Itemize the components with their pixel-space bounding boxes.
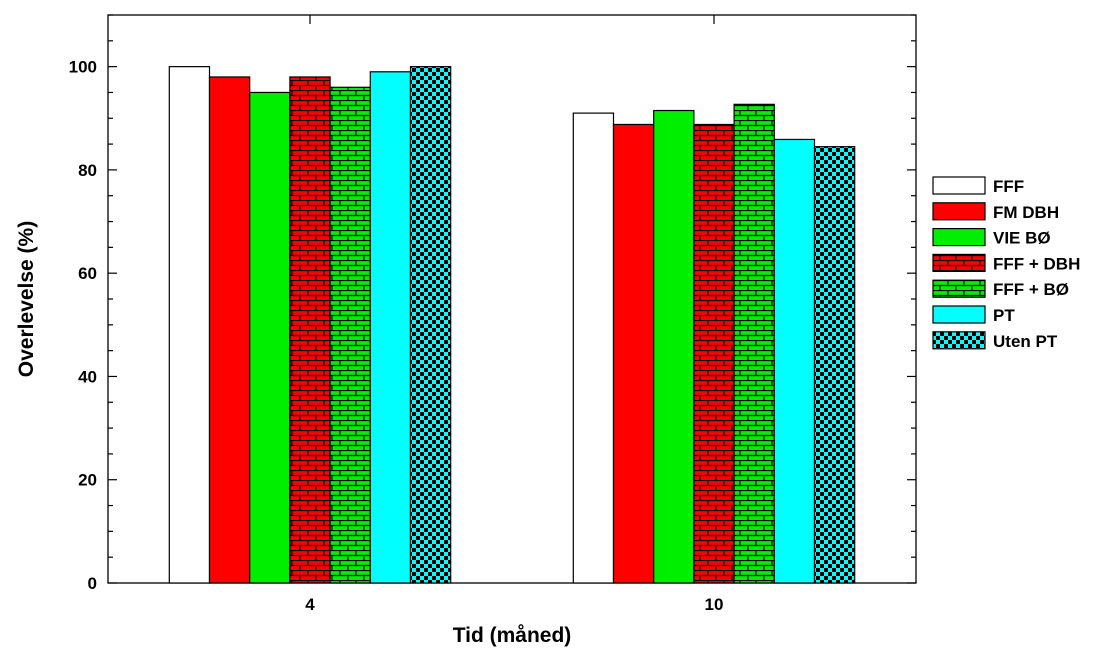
legend-swatch xyxy=(932,279,986,298)
legend: FFF FM DBH VIE BØ FFF + DBH FFF + BØ PT Uten P… xyxy=(932,176,1080,351)
x-axis-title: Tid (måned) xyxy=(453,624,572,647)
bar xyxy=(249,91,291,584)
legend-label: Uten PT xyxy=(993,332,1058,351)
legend-swatch xyxy=(932,202,986,221)
legend-swatch xyxy=(932,331,986,350)
y-tick-label: 20 xyxy=(78,471,97,490)
bar xyxy=(612,123,655,584)
y-tick-label: 0 xyxy=(88,574,97,593)
legend-label: PT xyxy=(993,306,1015,325)
bar xyxy=(289,76,331,584)
x-tick-label: 4 xyxy=(305,595,315,614)
bar xyxy=(208,76,251,584)
legend-label: FFF + BØ xyxy=(993,280,1069,299)
y-axis-title: Overlevelse (%) xyxy=(15,221,38,377)
bar xyxy=(773,138,816,584)
x-tick-label: 10 xyxy=(705,595,724,614)
bar xyxy=(168,66,211,584)
legend-swatch xyxy=(932,305,986,324)
bar xyxy=(733,103,775,584)
legend-swatch xyxy=(932,253,986,272)
legend-label: FFF xyxy=(993,177,1024,196)
legend-label: FFF + DBH xyxy=(993,254,1080,273)
bar xyxy=(329,86,371,584)
bar xyxy=(813,146,856,584)
bar xyxy=(369,71,412,584)
bars xyxy=(168,66,856,584)
y-tick-label: 100 xyxy=(69,58,97,77)
legend-label: FM DBH xyxy=(993,203,1059,222)
bar xyxy=(653,109,695,584)
legend-swatch xyxy=(932,228,986,247)
legend-label: VIE BØ xyxy=(993,229,1051,248)
y-tick-label: 60 xyxy=(78,264,97,283)
bar xyxy=(409,66,452,584)
y-axis: 0 20 40 60 80 100 xyxy=(69,14,916,593)
bar xyxy=(572,112,615,584)
y-tick-label: 80 xyxy=(78,161,97,180)
legend-swatch xyxy=(932,176,986,195)
y-tick-label: 40 xyxy=(78,367,97,386)
bar xyxy=(693,123,735,584)
